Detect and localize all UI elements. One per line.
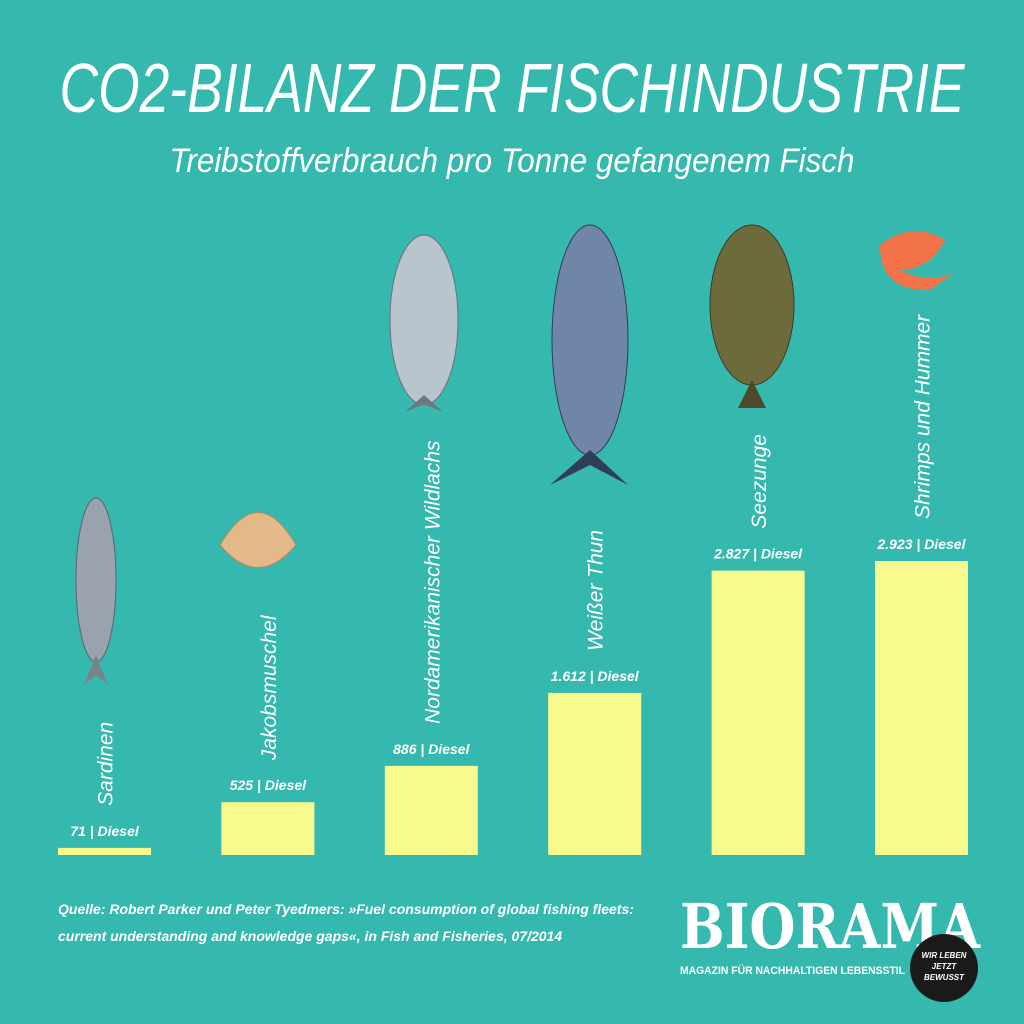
category-label: Sardinen: [95, 722, 118, 806]
bar: [384, 765, 478, 855]
bar: [875, 561, 968, 855]
value-label: 71 | Diesel: [70, 823, 140, 839]
value-label: 1.612 | Diesel: [551, 668, 640, 684]
value-label: 525 | Diesel: [230, 777, 307, 793]
category-label: Jakobsmuschel: [258, 614, 281, 761]
value-label: 886 | Diesel: [393, 741, 470, 757]
chart-title: CO2-BILANZ DER FISCHINDUSTRIE: [60, 49, 966, 127]
badge-text: WIR LEBEN: [922, 951, 967, 960]
category-label: Seezunge: [748, 434, 771, 529]
category-label: Weißer Thun: [585, 530, 608, 651]
bar: [711, 570, 805, 855]
bar: [58, 847, 151, 855]
badge: [910, 934, 978, 1002]
badge-text: JETZT: [932, 962, 958, 971]
badge-text: BEWUSST: [924, 973, 965, 982]
value-label: 2.827 | Diesel: [713, 546, 803, 562]
chart-subtitle: Treibstoffverbrauch pro Tonne gefangenem…: [170, 142, 855, 180]
illustrations: [75, 224, 955, 685]
bar: [221, 802, 315, 855]
source-line: Quelle: Robert Parker und Peter Tyedmers…: [58, 901, 634, 917]
bar: [548, 692, 642, 855]
source-line: current understanding and knowledge gaps…: [58, 928, 562, 944]
category-label: Shrimps und Hummer: [912, 314, 935, 519]
value-label: 2.923 | Diesel: [877, 536, 967, 552]
logo-tagline: MAGAZIN FÜR NACHHALTIGEN LEBENSSTIL: [680, 964, 905, 977]
bars: 71 | Diesel Sardinen 525 | Diesel Jakobsmus…: [58, 314, 968, 855]
category-label: Nordamerikanischer Wildlachs: [421, 440, 444, 724]
